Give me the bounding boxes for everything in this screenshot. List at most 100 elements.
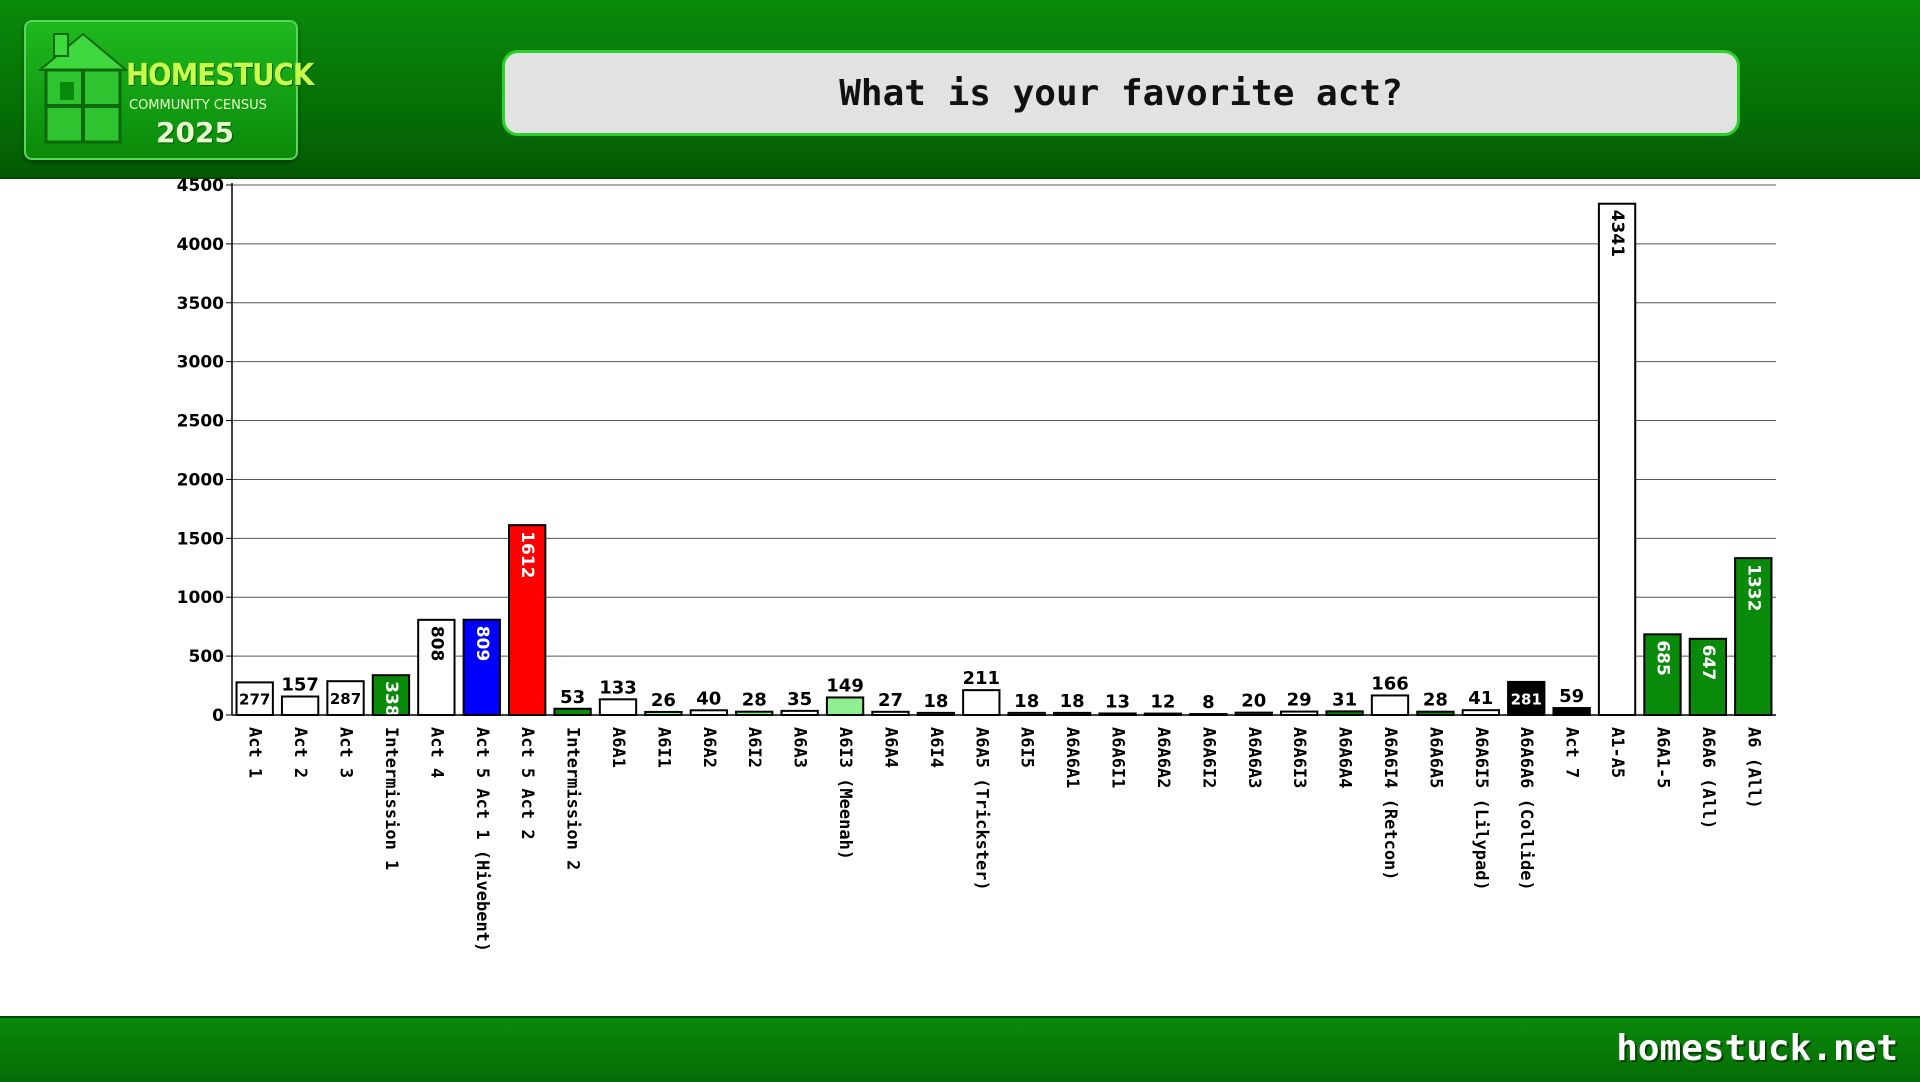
x-tick-label: A6A6I2 — [1198, 727, 1218, 788]
x-tick-label: Act 5 Act 1 (Hivebent) — [472, 727, 492, 952]
bars — [235, 202, 1773, 717]
x-tick-label: A6A6A1 — [1062, 727, 1082, 788]
y-tick-label: 4000 — [177, 235, 224, 255]
bar-value-label: 277 — [239, 691, 270, 709]
x-tick-label: A6I3 (Meenah) — [835, 727, 855, 860]
bar[interactable] — [1597, 202, 1637, 717]
y-tick-label: 1000 — [177, 588, 224, 608]
bar-value-label: 40 — [696, 688, 721, 709]
bar[interactable] — [598, 698, 638, 717]
x-tick-label: A6A6I4 (Retcon) — [1380, 727, 1400, 881]
bar-value-label: 28 — [742, 690, 767, 711]
bar[interactable] — [417, 618, 456, 717]
bar[interactable] — [962, 689, 1001, 716]
x-tick-label: A6A6 (All) — [1698, 727, 1718, 829]
x-tick-label: A1-A5 — [1607, 727, 1627, 778]
axes — [226, 183, 1776, 716]
y-tick-label: 1500 — [177, 529, 224, 549]
bar[interactable] — [1370, 694, 1410, 717]
bar-value-label: 157 — [281, 675, 319, 696]
y-tick-label: 0 — [212, 706, 224, 726]
x-tick-label: Intermission 2 — [563, 727, 583, 870]
header-banner: HOMESTUCK COMMUNITY CENSUS 2025 What is … — [0, 0, 1920, 179]
bar[interactable] — [1552, 707, 1591, 716]
bar-value-label: 53 — [560, 687, 585, 708]
bar-value-label: 685 — [1652, 640, 1672, 676]
x-tick-label: A6A6I3 — [1289, 727, 1309, 788]
bar-value-label: 166 — [1371, 673, 1409, 694]
y-tick-label: 4500 — [177, 176, 224, 196]
x-tick-label: A6A6A2 — [1153, 727, 1173, 788]
bar-value-label: 1332 — [1743, 564, 1763, 611]
x-tick-label: A6A6I5 (Lilypad) — [1471, 727, 1491, 891]
x-tick-label: A6A2 — [699, 727, 719, 768]
x-tick-label: A6I1 — [653, 727, 673, 768]
bar-value-label: 211 — [963, 668, 1001, 689]
house-logo-icon — [38, 32, 128, 144]
y-tick-label: 500 — [189, 647, 225, 667]
bar-value-label: 31 — [1332, 689, 1357, 710]
bar-value-label: 29 — [1287, 690, 1312, 711]
x-tick-label: A6A5 (Trickster) — [971, 727, 991, 891]
footer-banner: homestuck.net — [0, 1016, 1920, 1082]
bar-value-label: 8 — [1202, 692, 1215, 713]
x-tick-label: A6I2 — [744, 727, 764, 768]
x-axis-labels: Act 1 Act 2 Act 3 Intermission 1 Act 4 Act 5 … — [245, 727, 1764, 952]
x-tick-label: Act 7 — [1562, 727, 1582, 778]
bar-value-label: 20 — [1241, 691, 1266, 712]
x-tick-label: Act 1 — [245, 727, 265, 778]
x-tick-label: Act 3 — [336, 727, 356, 778]
x-tick-label: Act 4 — [426, 727, 446, 778]
question-panel: What is your favorite act? — [502, 50, 1740, 136]
x-tick-label: A6I4 — [926, 727, 946, 768]
bar[interactable] — [508, 524, 547, 716]
bar-value-label: 13 — [1105, 691, 1130, 712]
bar-value-label: 41 — [1468, 688, 1493, 709]
x-tick-label: Act 5 Act 2 — [517, 727, 537, 840]
bar-value-label: 35 — [787, 689, 812, 710]
x-tick-label: A6 (All) — [1743, 727, 1763, 809]
bar[interactable] — [462, 618, 501, 716]
bar[interactable] — [1643, 633, 1682, 716]
bar-value-label: 18 — [1060, 691, 1085, 712]
bar[interactable] — [1507, 680, 1546, 716]
bar-value-label: 27 — [878, 690, 903, 711]
bar-value-label: 287 — [330, 690, 361, 708]
x-tick-label: A6A1 — [608, 727, 628, 768]
bar[interactable] — [371, 674, 411, 716]
x-tick-label: A6I5 — [1017, 727, 1037, 768]
bar-value-label: 149 — [826, 675, 864, 696]
logo-title: HOMESTUCK — [126, 58, 314, 93]
bar-value-label: 26 — [651, 690, 676, 711]
y-tick-label: 3000 — [177, 353, 224, 373]
logo-year: 2025 — [156, 116, 234, 149]
bar-value-labels: 277 157 287 338 808 809 1612 53 133 26 40 28 35 149 27… — [239, 210, 1763, 717]
x-tick-label: A6A6A3 — [1244, 727, 1264, 788]
x-tick-label: A6A6I1 — [1108, 727, 1128, 788]
y-tick-label: 3500 — [177, 294, 224, 314]
bar-value-label: 18 — [1014, 691, 1039, 712]
bar-value-label: 647 — [1698, 645, 1718, 681]
question-title: What is your favorite act? — [839, 72, 1403, 114]
bar-value-label: 808 — [426, 626, 446, 662]
bar[interactable] — [553, 707, 592, 716]
bar[interactable] — [326, 680, 365, 716]
bar[interactable] — [235, 681, 274, 716]
bar-value-label: 133 — [599, 677, 637, 698]
homestuck-census-logo[interactable]: HOMESTUCK COMMUNITY CENSUS 2025 — [24, 20, 314, 160]
bar-value-label: 12 — [1150, 692, 1175, 713]
site-link[interactable]: homestuck.net — [1616, 1028, 1898, 1069]
bar-value-label: 28 — [1423, 690, 1448, 711]
bar[interactable] — [280, 695, 320, 717]
x-tick-label: A6A6A5 — [1425, 727, 1445, 788]
bar-value-label: 338 — [381, 681, 401, 717]
bar[interactable] — [825, 696, 865, 716]
bar-value-label: 281 — [1511, 690, 1542, 708]
bar[interactable] — [1734, 557, 1773, 716]
x-tick-label: A6A6A6 (Collide) — [1516, 727, 1536, 891]
bar-chart: 0 500 1000 1500 2000 2500 3000 3500 4000 4500 277… — [177, 176, 1776, 952]
y-tick-label: 2000 — [177, 470, 224, 490]
bar-value-label: 809 — [472, 626, 492, 662]
y-tick-label: 2500 — [177, 412, 224, 432]
bar[interactable] — [1688, 637, 1728, 717]
